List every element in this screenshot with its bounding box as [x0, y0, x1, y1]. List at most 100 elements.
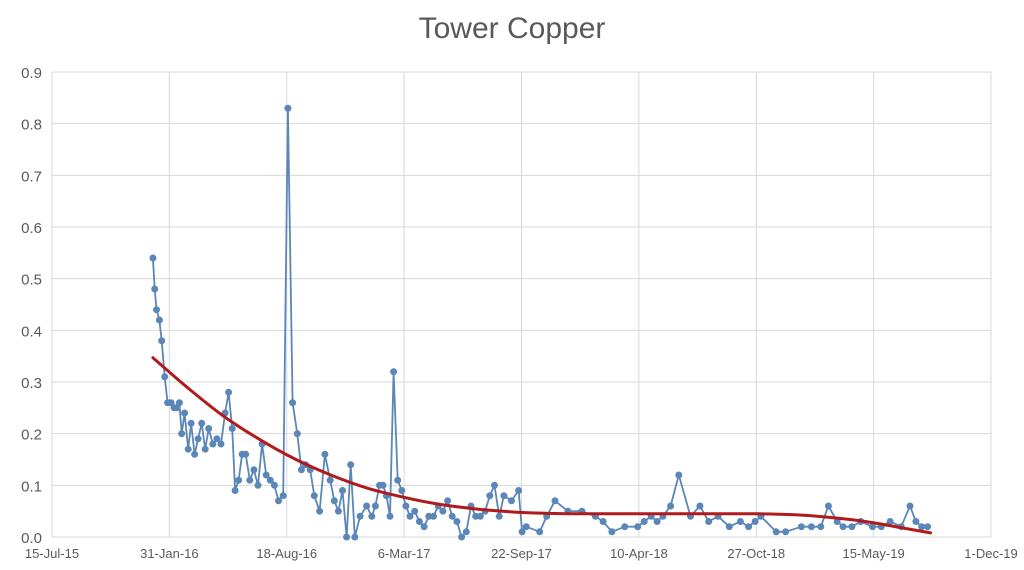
data-point — [608, 528, 616, 536]
series-line — [152, 107, 928, 538]
data-point — [599, 518, 607, 525]
data-point — [205, 425, 213, 432]
data-point — [155, 316, 163, 324]
data-point — [316, 507, 324, 515]
data-point — [270, 481, 278, 489]
data-point — [476, 512, 484, 520]
data-point — [191, 450, 199, 458]
data-point — [266, 476, 274, 484]
data-point — [379, 481, 387, 489]
data-point — [696, 502, 704, 510]
data-point — [536, 528, 544, 536]
data-point — [634, 523, 642, 531]
data-point — [343, 533, 351, 541]
data-point — [279, 492, 287, 500]
data-point — [515, 487, 523, 494]
x-tick-label: 18-Aug-16 — [256, 546, 317, 561]
data-point — [321, 450, 329, 458]
data-point — [161, 373, 169, 381]
data-point — [284, 104, 292, 112]
y-tick-label: 0.2 — [21, 427, 42, 444]
y-tick-label: 0.5 — [21, 272, 42, 289]
data-point — [198, 419, 206, 427]
data-point — [231, 487, 239, 494]
y-tick-label: 0.0 — [21, 530, 42, 547]
data-point — [439, 507, 447, 515]
x-tick-label: 27-Oct-18 — [727, 546, 785, 561]
data-point — [462, 528, 470, 536]
data-point — [158, 337, 166, 345]
data-point — [153, 306, 160, 314]
data-point — [334, 507, 342, 515]
data-point — [869, 523, 876, 531]
data-point — [848, 523, 856, 531]
data-point — [297, 466, 305, 474]
data-point — [394, 476, 402, 484]
data-point — [228, 425, 236, 432]
data-point — [817, 523, 825, 531]
data-point — [500, 492, 508, 500]
data-point — [363, 502, 371, 510]
data-point — [444, 497, 452, 505]
data-point — [356, 512, 364, 520]
data-point — [194, 435, 202, 443]
data-point — [839, 523, 847, 531]
data-point — [797, 523, 805, 531]
data-point — [448, 512, 456, 520]
data-point — [486, 492, 494, 500]
x-tick-label: 22-Sep-17 — [491, 546, 552, 561]
data-point — [246, 476, 254, 484]
x-tick-label: 31-Jan-16 — [140, 546, 199, 561]
data-point — [187, 419, 195, 427]
data-point — [390, 368, 398, 376]
data-point — [807, 523, 815, 531]
data-point — [782, 528, 790, 536]
x-tick-label: 15-May-19 — [843, 546, 905, 561]
data-point — [420, 523, 428, 531]
data-point — [640, 518, 648, 525]
data-point — [262, 471, 270, 479]
data-point — [725, 523, 733, 531]
y-tick-label: 0.7 — [21, 168, 42, 185]
data-point — [351, 533, 359, 541]
data-point — [326, 476, 334, 484]
data-point — [458, 533, 466, 541]
data-point — [201, 445, 209, 453]
data-point — [209, 440, 217, 448]
data-point — [167, 399, 175, 407]
y-tick-label: 0.3 — [21, 375, 42, 392]
data-point — [293, 430, 301, 438]
data-point — [522, 523, 530, 531]
data-point — [736, 518, 744, 525]
data-point — [705, 518, 713, 525]
data-point — [508, 497, 515, 505]
y-tick-label: 0.9 — [21, 65, 42, 82]
data-point — [178, 430, 186, 438]
chart-title: Tower Copper — [418, 12, 606, 45]
data-point — [886, 518, 894, 525]
data-point — [181, 409, 189, 417]
x-tick-label: 10-Apr-18 — [610, 546, 668, 561]
data-point — [551, 497, 559, 505]
x-axis-tick-labels: 15-Jul-15 31-Jan-16 18-Aug-16 6-Mar-17 22-Se… — [25, 546, 1018, 561]
x-tick-label: 15-Jul-15 — [25, 546, 79, 561]
data-point — [912, 518, 920, 525]
data-point — [415, 518, 423, 525]
data-point — [184, 445, 192, 453]
data-point — [149, 254, 157, 262]
data-point — [339, 487, 346, 494]
x-tick-label: 1-Dec-19 — [964, 546, 1017, 561]
data-point — [151, 285, 159, 293]
data-point — [745, 523, 753, 531]
data-point — [653, 518, 661, 525]
data-point — [924, 523, 932, 531]
data-point — [289, 399, 297, 407]
vertical-gridlines — [51, 72, 992, 537]
trend-line — [151, 356, 933, 535]
data-point — [368, 512, 376, 520]
data-series — [149, 104, 932, 541]
data-point — [411, 507, 419, 515]
y-axis-tick-labels: 0.0 0.1 0.2 0.3 0.4 0.5 0.6 0.7 0.8 0.9 — [21, 65, 42, 547]
